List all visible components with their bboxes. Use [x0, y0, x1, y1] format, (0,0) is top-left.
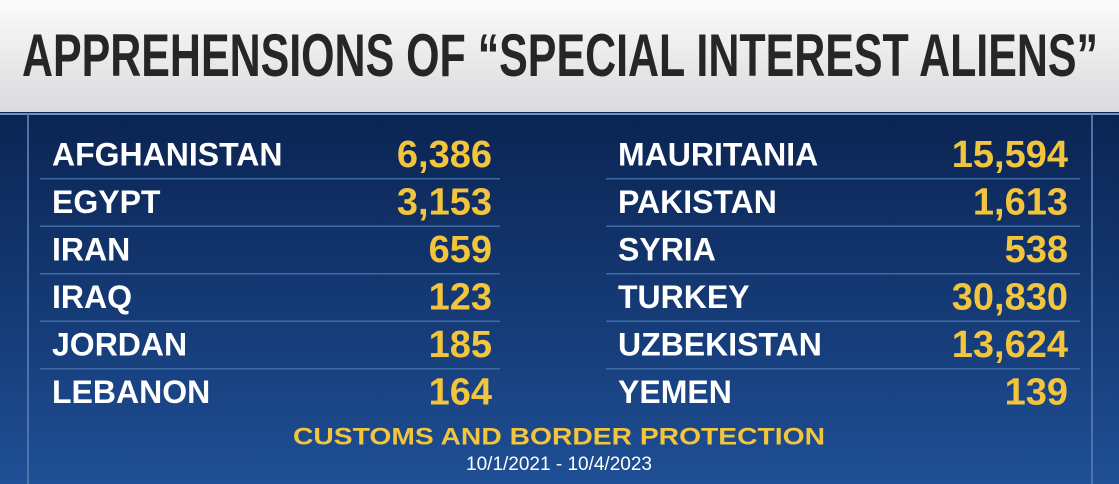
country: JORDAN: [52, 326, 187, 362]
country: IRAQ: [52, 279, 132, 315]
country: PAKISTAN: [618, 184, 777, 220]
panel: [0, 112, 1119, 484]
country: LEBANON: [52, 374, 210, 410]
count: 6,386: [397, 134, 492, 176]
count: 185: [429, 324, 492, 366]
date-range: 10/1/2021 - 10/4/2023: [466, 454, 652, 475]
country: MAURITANIA: [618, 136, 818, 172]
count: 1,613: [973, 182, 1068, 224]
count: 164: [429, 372, 492, 414]
country: IRAN: [52, 231, 130, 267]
country: SYRIA: [618, 231, 716, 267]
country: TURKEY: [618, 279, 750, 315]
country: AFGHANISTAN: [52, 136, 283, 172]
count: 3,153: [397, 182, 492, 224]
source: CUSTOMS AND BORDER PROTECTION: [293, 423, 825, 450]
country: UZBEKISTAN: [618, 326, 822, 362]
count: 15,594: [952, 134, 1068, 176]
table: AFGHANISTAN 6,386 MAURITANIA 15,594 EGYPT 3,1…: [40, 134, 1080, 414]
count: 123: [429, 277, 492, 319]
title: APPREHENSIONS OF “SPECIAL INTEREST ALIEN…: [22, 22, 1098, 89]
count: 13,624: [952, 324, 1068, 366]
count: 538: [1005, 229, 1068, 271]
count: 30,830: [952, 277, 1068, 319]
count: 139: [1005, 372, 1068, 414]
title-banner: [0, 0, 1119, 112]
country: YEMEN: [618, 374, 732, 410]
country: EGYPT: [52, 184, 161, 220]
count: 659: [429, 229, 492, 271]
